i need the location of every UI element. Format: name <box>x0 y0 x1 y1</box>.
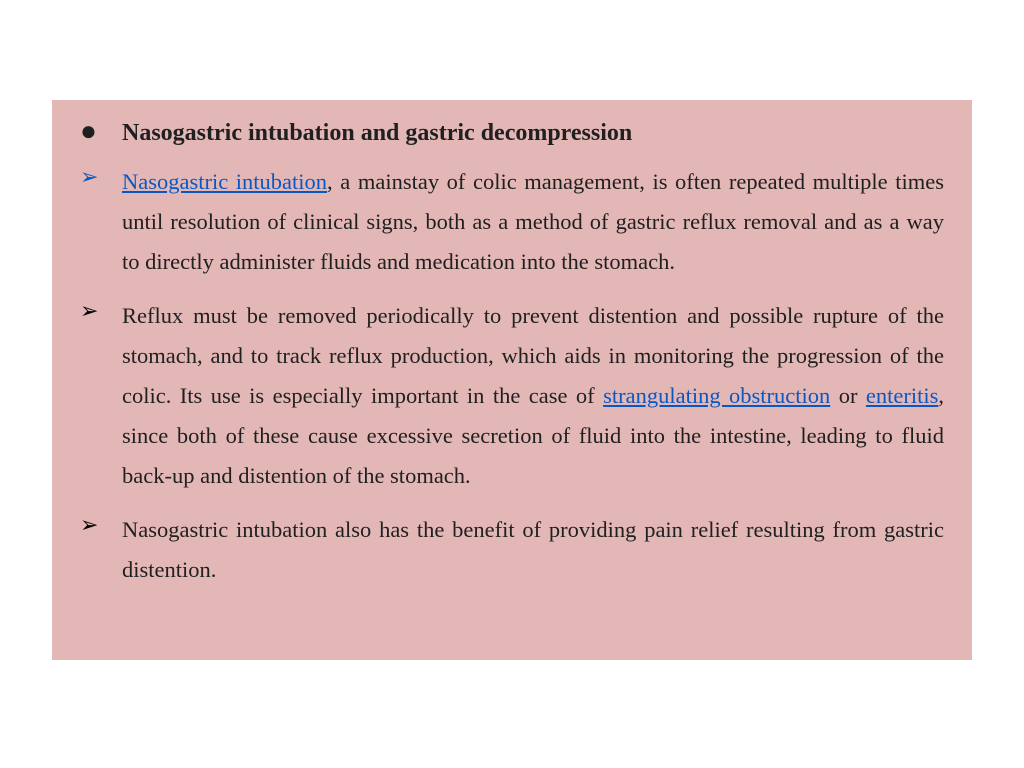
link-nasogastric-intubation[interactable]: Nasogastric intubation <box>122 169 327 194</box>
bullet-item: ➢ Nasogastric intubation also has the be… <box>80 510 944 590</box>
link-enteritis[interactable]: enteritis <box>866 383 938 408</box>
heading-bullet-icon: ● <box>80 118 122 146</box>
arrow-icon: ➢ <box>80 296 122 326</box>
text-segment: or <box>830 383 866 408</box>
link-strangulating-obstruction[interactable]: strangulating obstruction <box>603 383 830 408</box>
heading-row: ● Nasogastric intubation and gastric dec… <box>80 118 944 148</box>
arrow-icon: ➢ <box>80 162 122 192</box>
bullet-text: Nasogastric intubation also has the bene… <box>122 510 944 590</box>
bullet-item: ➢ Nasogastric intubation, a mainstay of … <box>80 162 944 282</box>
text-segment: Nasogastric intubation also has the bene… <box>122 517 944 582</box>
heading-text: Nasogastric intubation and gastric decom… <box>122 118 944 148</box>
bullet-item: ➢ Reflux must be removed periodically to… <box>80 296 944 496</box>
bullet-text: Nasogastric intubation, a mainstay of co… <box>122 162 944 282</box>
arrow-icon: ➢ <box>80 510 122 540</box>
slide-panel: ● Nasogastric intubation and gastric dec… <box>52 100 972 660</box>
bullet-text: Reflux must be removed periodically to p… <box>122 296 944 496</box>
